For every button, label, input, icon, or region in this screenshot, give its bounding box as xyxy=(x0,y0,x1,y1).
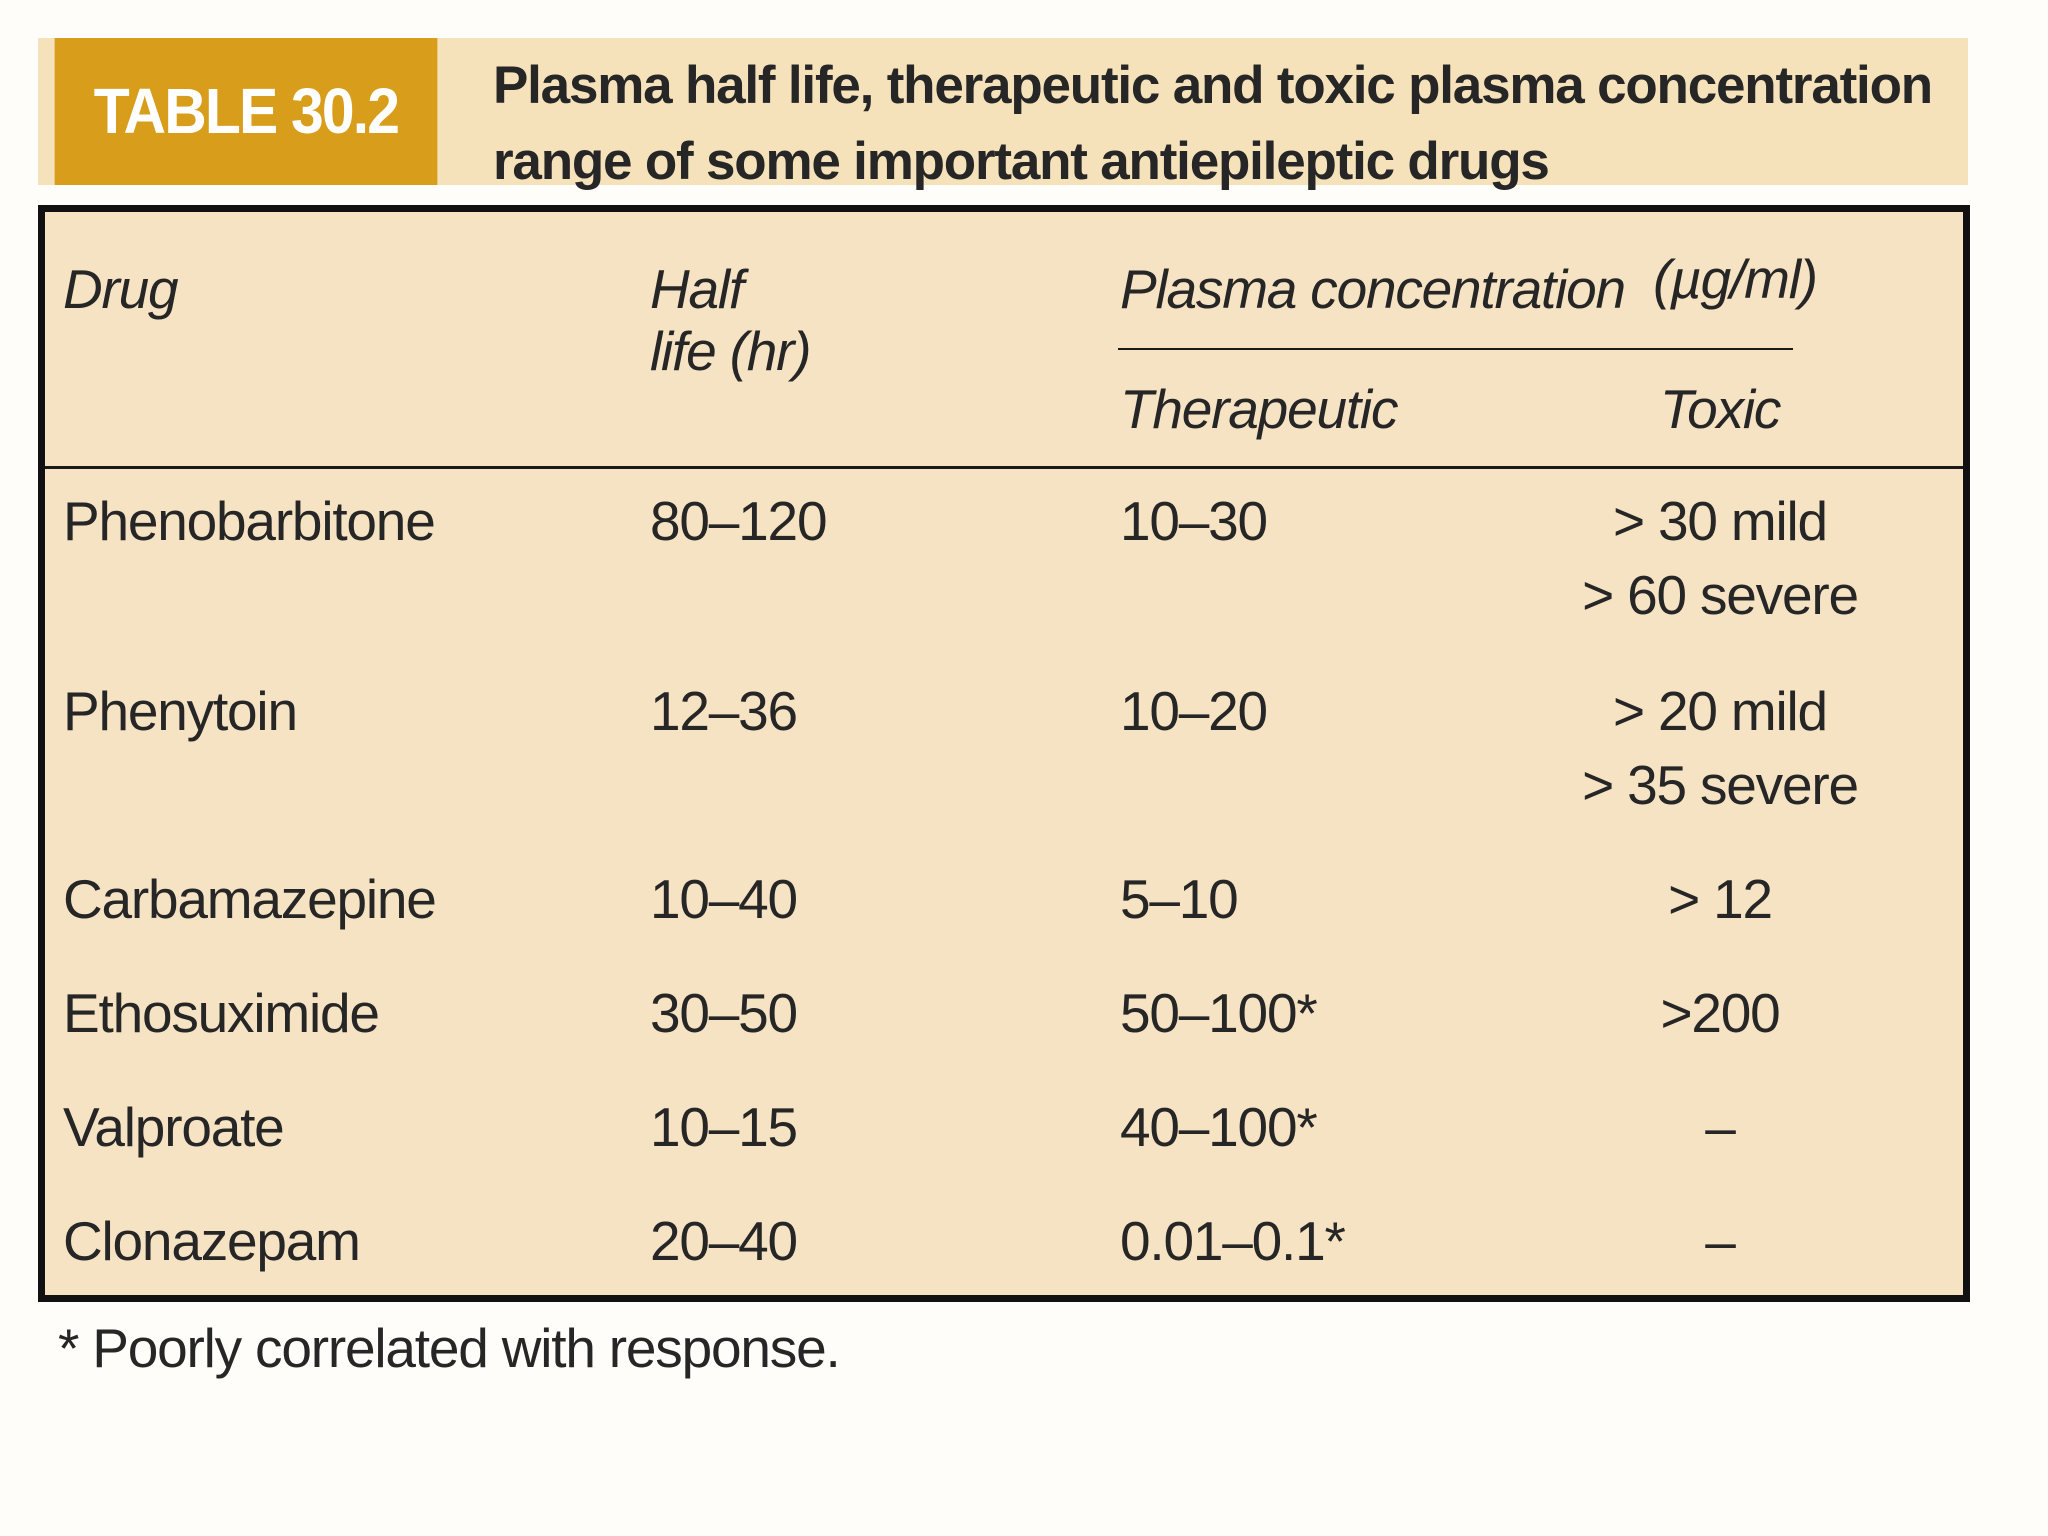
table-row-2-half-life: 12–36 xyxy=(650,680,798,742)
column-header-half-life-line-2: life (hr) xyxy=(650,320,812,382)
column-header-drug: Drug xyxy=(63,258,179,320)
table-row-2-therapeutic: 10–20 xyxy=(1120,680,1268,742)
plasma-concentration-unit: (µg/ml) xyxy=(1653,248,1818,310)
column-header-half-life-line-1: Half xyxy=(650,258,744,320)
table-row-4-half-life: 30–50 xyxy=(650,982,798,1044)
table-title-line-1: Plasma half life, therapeutic and toxic … xyxy=(493,56,1933,115)
table-row-5-half-life: 10–15 xyxy=(650,1096,798,1158)
column-header-therapeutic: Therapeutic xyxy=(1120,378,1398,440)
table-title-line-2: range of some important antiepileptic dr… xyxy=(493,132,1550,191)
table-header-band: TABLE 30.2 Plasma half life, therapeutic… xyxy=(38,38,1968,191)
table-footnote: * Poorly correlated with response. xyxy=(58,1317,841,1379)
column-header-toxic: Toxic xyxy=(1659,378,1782,440)
table-row-2-drug: Phenytoin xyxy=(63,680,298,742)
table-row-5-therapeutic: 40–100* xyxy=(1120,1096,1318,1158)
plasma-concentration-label: Plasma concentration xyxy=(1120,258,1626,320)
table-row-6-half-life: 20–40 xyxy=(650,1210,798,1272)
table-row-3-half-life: 10–40 xyxy=(650,868,798,930)
table-row-1-therapeutic: 10–30 xyxy=(1120,490,1268,552)
table-row-2-toxic-line-1: > 20 mild xyxy=(1613,680,1828,742)
table-row-6-drug: Clonazepam xyxy=(63,1210,361,1272)
table-title: Plasma half life, therapeutic and toxic … xyxy=(493,48,1953,200)
table-row-1-drug: Phenobarbitone xyxy=(63,490,436,552)
table-row-4-therapeutic: 50–100* xyxy=(1120,982,1318,1044)
table-row-2-toxic-line-2: > 35 severe xyxy=(1582,754,1859,816)
drug-table: Drug Half life (hr) Plasma concentration… xyxy=(38,205,1970,1302)
table-row-4-drug: Ethosuximide xyxy=(63,982,380,1044)
table-row-3-therapeutic: 5–10 xyxy=(1120,868,1239,930)
column-header-plasma-concentration: Plasma concentration (µg/ml) xyxy=(1120,248,1818,326)
table-number-label: TABLE 30.2 xyxy=(54,38,438,185)
table-row-1-half-life: 80–120 xyxy=(650,490,828,552)
header-divider-rule xyxy=(45,466,1963,469)
table-row-5-toxic: – xyxy=(1705,1096,1736,1158)
table-row-4-toxic: >200 xyxy=(1660,982,1780,1044)
table-row-3-toxic: > 12 xyxy=(1668,868,1773,930)
plasma-column-span-rule xyxy=(1118,348,1793,350)
table-row-6-toxic: – xyxy=(1705,1210,1736,1272)
table-row-1-toxic-line-1: > 30 mild xyxy=(1613,490,1828,552)
table-row-3-drug: Carbamazepine xyxy=(63,868,437,930)
table-row-5-drug: Valproate xyxy=(63,1096,285,1158)
table-row-1-toxic-line-2: > 60 severe xyxy=(1582,564,1859,626)
table-row-6-therapeutic: 0.01–0.1* xyxy=(1120,1210,1346,1272)
